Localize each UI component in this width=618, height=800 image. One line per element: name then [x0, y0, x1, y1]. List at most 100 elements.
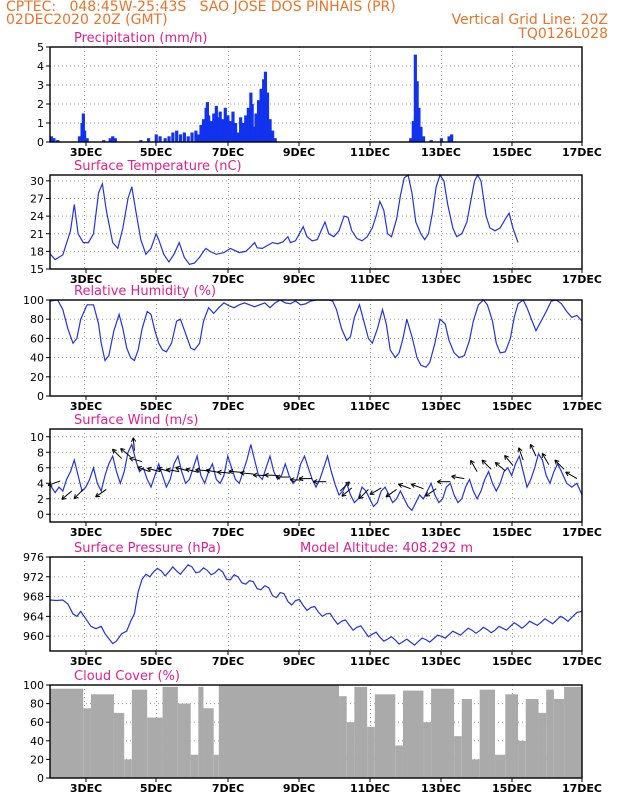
wind-arrow — [252, 472, 267, 478]
precip-bar — [429, 140, 433, 142]
plot-frame — [49, 556, 583, 652]
pressure-series-line — [49, 564, 583, 646]
y-tick-label: 40 — [30, 735, 44, 748]
x-tick-label: 3DEC — [70, 146, 102, 159]
x-tick-label: 17DEC — [562, 146, 602, 159]
precip-bar — [419, 126, 423, 142]
wind-title: Surface Wind (m/s) — [74, 413, 198, 428]
x-tick-label: 11DEC — [350, 655, 390, 668]
wind-arrow — [264, 472, 278, 478]
x-tick-label: 9DEC — [283, 400, 315, 413]
x-tick-label: 7DEC — [212, 146, 244, 159]
y-tick-label: 18 — [30, 245, 44, 258]
y-tick-label: 24 — [30, 210, 44, 223]
precip-bar — [254, 113, 258, 142]
y-tick-label: 0 — [37, 772, 44, 785]
y-tick-label: 60 — [30, 332, 44, 345]
y-tick-label: 30 — [30, 175, 44, 188]
y-tick-label: 20 — [30, 371, 44, 384]
wind-arrow — [166, 467, 180, 473]
precip-bar — [450, 134, 454, 142]
x-tick-label: 17DEC — [562, 526, 602, 539]
cloud-bar — [346, 722, 355, 778]
x-tick-label: 15DEC — [492, 782, 532, 795]
x-tick-label: 17DEC — [562, 400, 602, 413]
wind-arrow — [494, 462, 506, 472]
y-tick-label: 2 — [37, 98, 44, 111]
wind-arrow — [339, 481, 350, 492]
precip-bar — [262, 79, 266, 142]
cloud-bar — [505, 694, 519, 778]
y-tick-label: 80 — [30, 698, 44, 711]
cloud-bar — [339, 696, 347, 778]
precip-bar — [236, 132, 240, 142]
precip-bar — [194, 130, 198, 142]
wind-arrow — [240, 470, 254, 476]
precip-bar — [49, 136, 53, 142]
precip-bar — [158, 136, 162, 142]
cloud-bar — [461, 698, 473, 778]
x-tick-label: 7DEC — [212, 655, 244, 668]
precip-bar — [263, 71, 268, 142]
precip-bar — [250, 104, 254, 142]
header-model-code: TQ0126L028 — [518, 26, 608, 42]
x-tick-label: 3DEC — [70, 782, 102, 795]
cloud-bar — [50, 688, 84, 778]
wind-arrow — [504, 455, 514, 466]
wind-arrow — [298, 476, 313, 482]
temp-title: Surface Temperature (nC) — [74, 159, 242, 174]
cloud-bar — [374, 694, 396, 778]
x-tick-label: 13DEC — [421, 146, 461, 159]
x-tick-label: 5DEC — [140, 526, 172, 539]
x-tick-label: 5DEC — [140, 400, 172, 413]
x-tick-label: 5DEC — [140, 655, 172, 668]
x-tick-label: 17DEC — [562, 273, 602, 286]
cloud-bar — [431, 688, 455, 778]
x-tick-label: 15DEC — [492, 400, 532, 413]
precip-bar — [228, 121, 233, 142]
y-tick-label: 5 — [37, 41, 44, 54]
x-tick-label: 15DEC — [492, 655, 532, 668]
y-tick-label: 27 — [30, 193, 44, 206]
y-tick-label: 4 — [37, 477, 44, 490]
wind-arrow — [205, 468, 219, 474]
temp-series-line — [49, 173, 519, 265]
x-tick-label: 3DEC — [70, 400, 102, 413]
cloud-bar — [190, 754, 199, 778]
precip-bar — [209, 121, 213, 142]
y-tick-label: 0 — [37, 508, 44, 521]
header-location: CPTEC: 048:45W-25:43S SAO JOSE DOS PINHA… — [6, 0, 396, 15]
y-tick-label: 972 — [23, 571, 44, 584]
precip-bar — [207, 115, 211, 142]
cloud-bar — [395, 745, 403, 778]
x-tick-label: 13DEC — [421, 400, 461, 413]
cloud-bar — [479, 689, 496, 778]
cloud-bar — [198, 686, 204, 778]
x-tick-label: 13DEC — [421, 782, 461, 795]
precip-bar — [77, 136, 82, 142]
x-tick-label: 3DEC — [70, 526, 102, 539]
precip-bar — [417, 107, 421, 142]
cloud-bar — [177, 703, 191, 778]
y-tick-label: 0 — [37, 136, 44, 149]
wind-arrow — [529, 443, 537, 457]
precip-bar — [113, 138, 117, 142]
precip-bar — [246, 107, 250, 142]
x-tick-label: 13DEC — [421, 526, 461, 539]
cloud-bar — [162, 686, 178, 778]
wind-arrow — [73, 489, 84, 500]
precip-bar — [52, 138, 56, 142]
y-tick-label: 3 — [37, 79, 44, 92]
plot-frame — [49, 299, 583, 397]
x-tick-label: 7DEC — [212, 526, 244, 539]
precip-panel: 0 1 2 3 4 5 3DEC 5DEC 7DEC 9DEC 11DEC 13DEC 15DEC 17D… — [37, 31, 602, 159]
precip-bar — [108, 138, 112, 142]
precip-bar — [415, 81, 419, 142]
wind-arrow — [129, 456, 143, 463]
y-tick-label: 21 — [30, 228, 44, 241]
y-tick-label: 60 — [30, 716, 44, 729]
precip-bar — [186, 136, 190, 142]
cloud-bar — [113, 712, 125, 778]
wind-arrow — [410, 483, 424, 490]
precip-title: Precipitation (mm/h) — [74, 31, 207, 46]
